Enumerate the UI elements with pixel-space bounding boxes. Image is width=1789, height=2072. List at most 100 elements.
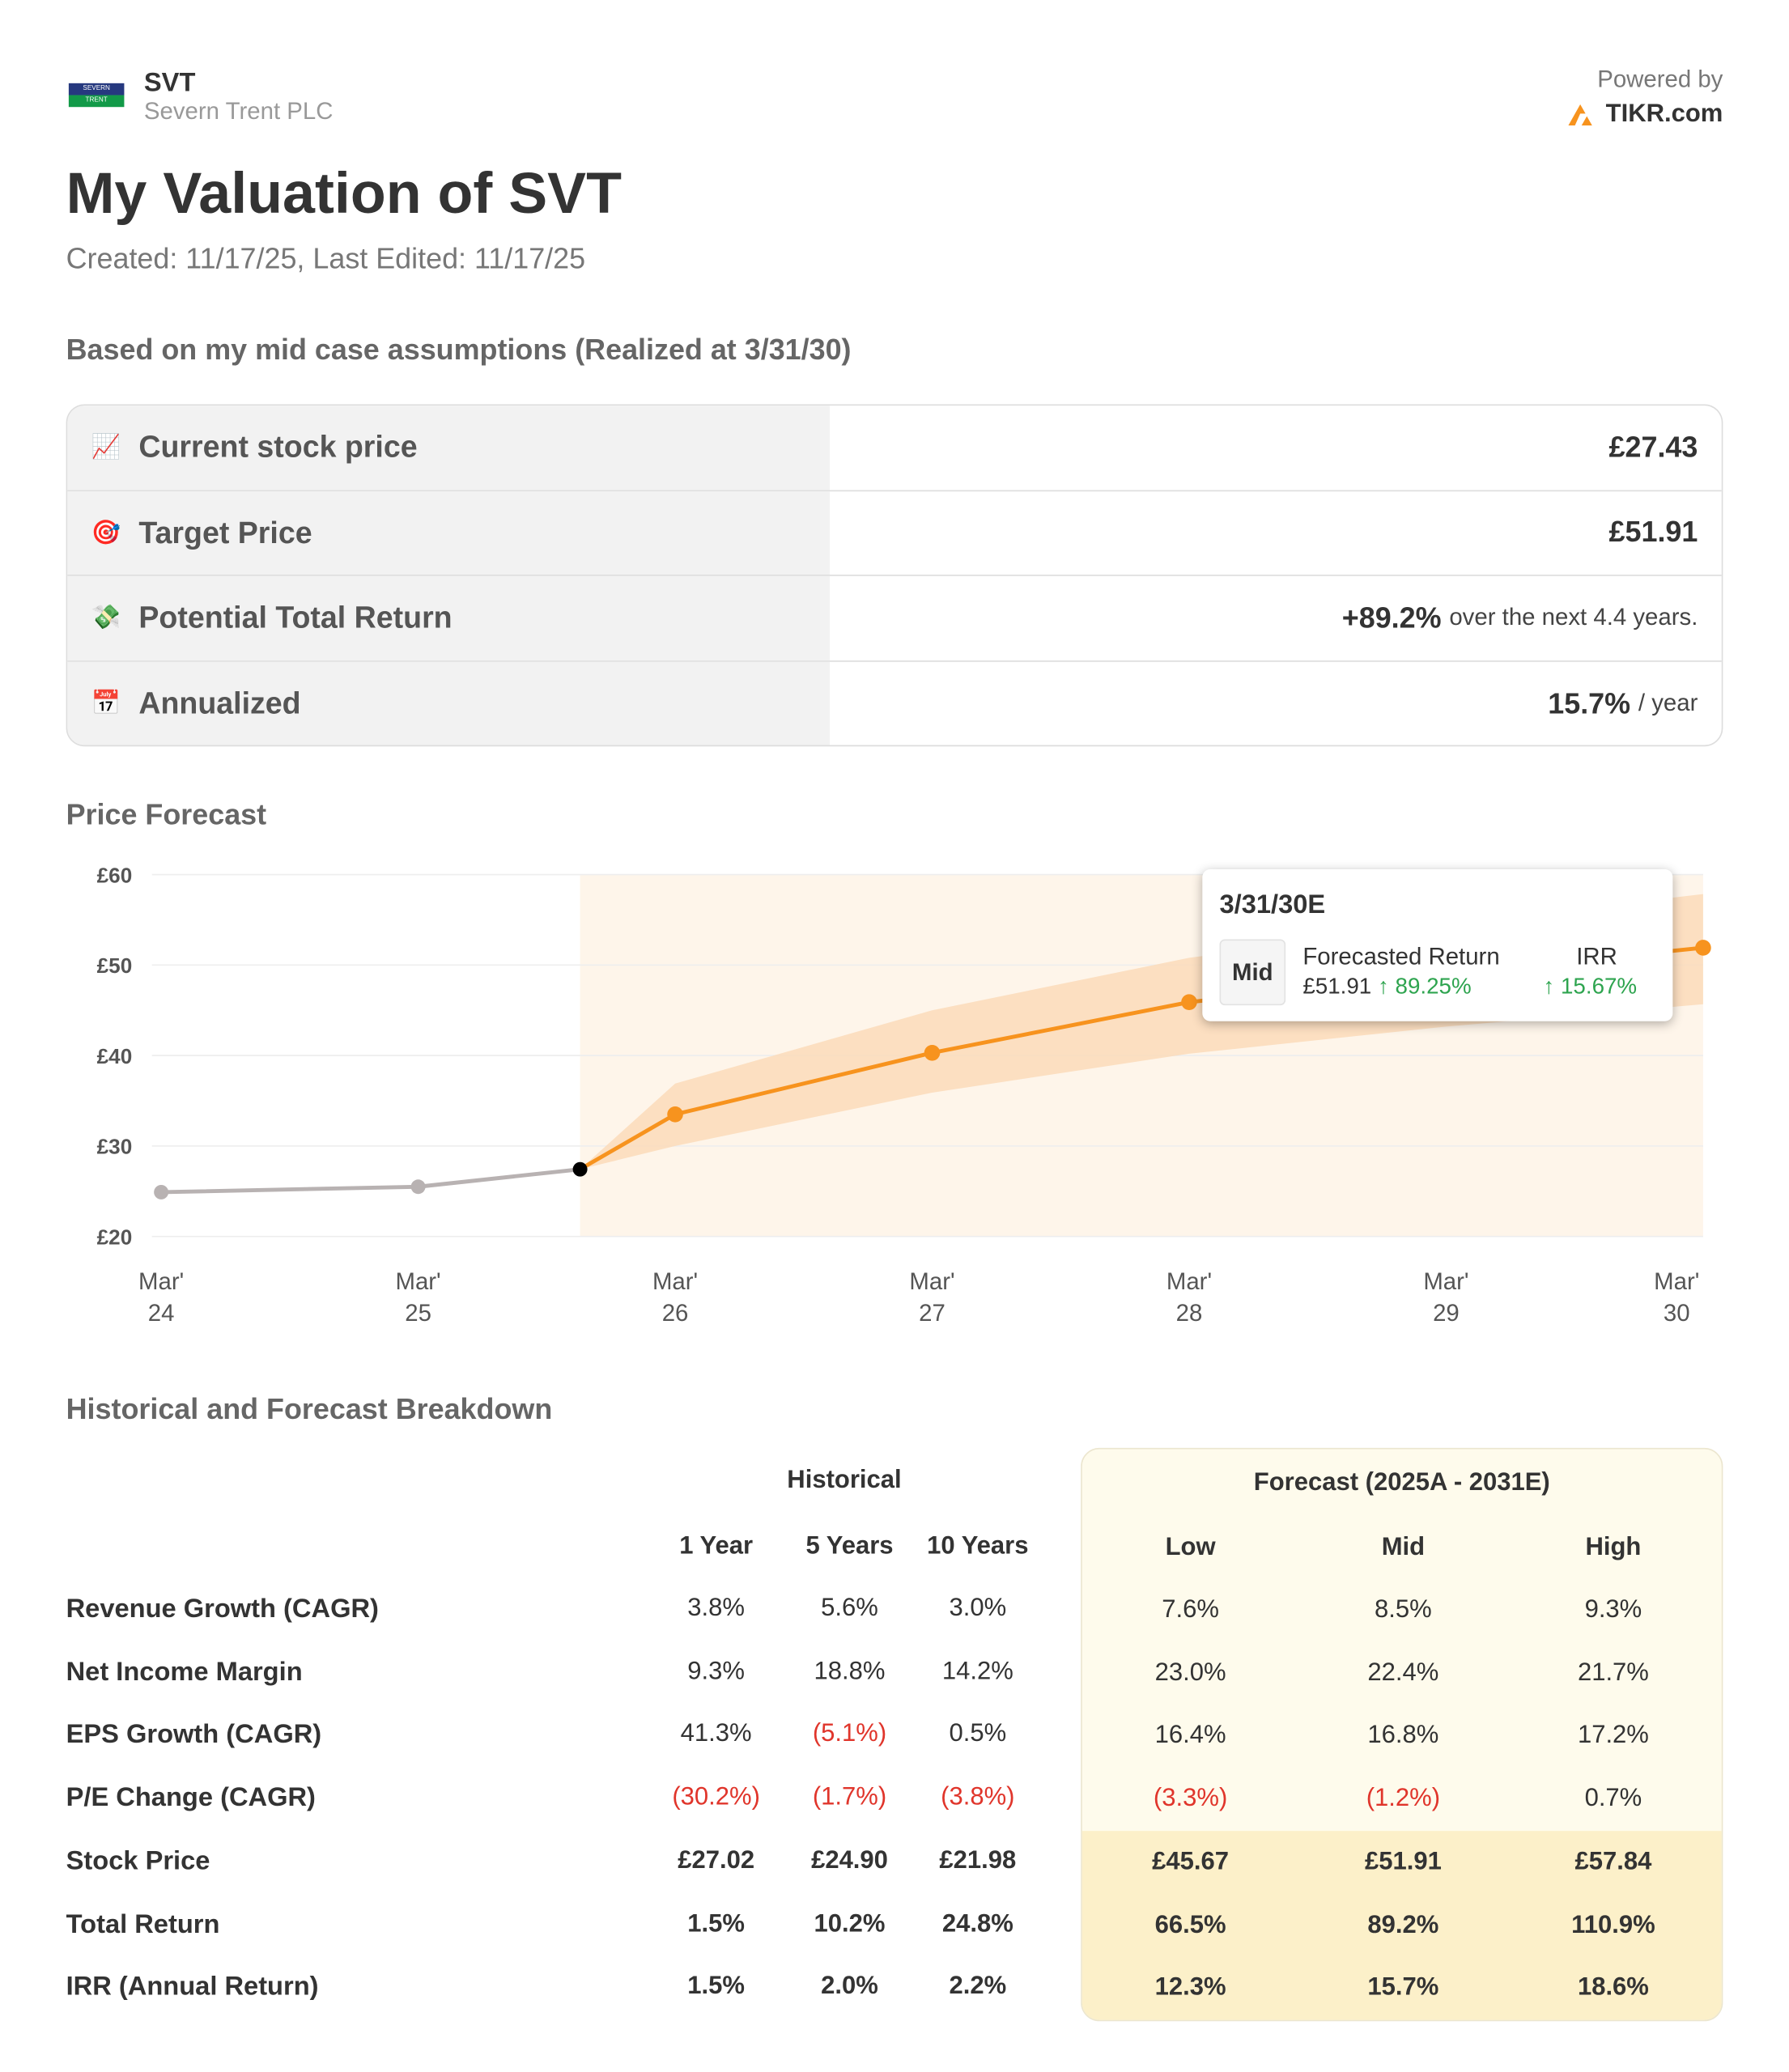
y-tick-label: £30 [97,1135,133,1159]
hist-cell: 3.8% [687,1594,745,1623]
mid-forecast-point [1695,940,1711,956]
summary-value: £27.43 [1608,430,1698,464]
summary-value: +89.2% [1341,601,1442,635]
x-tick-label: Mar' [909,1268,954,1295]
hist-cell: 1.5% [687,1972,745,2001]
hist-cell: £24.90 [811,1846,888,1875]
forecast-title: Forecast (2025A - 2031E) [1253,1469,1550,1497]
forecast-panel [1081,1447,1723,2022]
hist-col-header: 1 Year [679,1532,754,1560]
hist-cell: £27.02 [678,1846,755,1875]
summary-label: Potential Total Return [138,600,453,635]
hist-cell: 2.2% [949,1972,1007,2001]
tooltip-irr: ↑ 15.67% [1543,973,1638,999]
historical-title: Historical [787,1466,902,1495]
x-tick-label: Mar' [396,1268,441,1295]
breakdown-row-label: EPS Growth (CAGR) [66,1720,322,1750]
calendar-icon: 📅 [91,690,121,717]
hist-cell: 0.5% [949,1720,1007,1748]
y-tick-label: £40 [97,1044,133,1068]
x-tick-label: Mar' [1423,1268,1468,1295]
tikr-brand[interactable]: TIKR.com [1568,100,1723,130]
ticker: SVT [143,68,196,98]
summary-row: 📈 Current stock price £27.43 [67,405,1722,491]
fc-cell: 0.7% [1584,1785,1642,1813]
tooltip-date: 3/31/30E [1219,890,1326,920]
brand-name: TIKR.com [1605,100,1723,129]
x-tick-label: 26 [662,1300,689,1327]
x-tick-label: 25 [405,1300,431,1327]
fc-cell: £51.91 [1364,1848,1442,1876]
hist-cell: 41.3% [680,1720,752,1748]
fc-cell: 8.5% [1375,1595,1432,1624]
summary-row: 📅 Annualized 15.7% / year [67,660,1722,745]
mid-forecast-point [1181,994,1197,1010]
tooltip-price: £51.91 [1302,973,1372,999]
summary-suffix: / year [1638,690,1698,717]
breakdown-row-label: Revenue Growth (CAGR) [66,1594,379,1624]
fc-cell: 22.4% [1367,1659,1439,1688]
hist-cell: 5.6% [821,1594,878,1623]
summary-suffix: over the next 4.4 years. [1449,604,1698,631]
chart-icon: 📈 [91,433,121,461]
dates: Created: 11/17/25, Last Edited: 11/17/25 [66,241,586,275]
x-tick-label: 30 [1664,1300,1690,1327]
company-name: Severn Trent PLC [143,97,334,125]
summary-value: £51.91 [1608,515,1698,549]
historical-point [410,1179,426,1195]
hist-cell: 3.0% [949,1594,1007,1623]
logo-top: SEVERN [68,83,125,96]
summary-value: 15.7% [1548,686,1631,720]
summary-label: Current stock price [138,429,418,465]
x-tick-label: Mar' [652,1268,698,1295]
hist-cell: (3.8%) [941,1783,1015,1811]
tooltip-irr-label: IRR [1576,943,1617,970]
money-icon: 💸 [91,604,121,631]
powered-by: Powered by [1597,66,1723,93]
fc-cell: 15.7% [1367,1973,1439,2002]
summary-table: 📈 Current stock price £27.43 🎯 Target Pric… [66,404,1723,747]
historical-point [572,1161,588,1177]
fc-cell: 89.2% [1367,1911,1439,1940]
x-tick-label: 27 [919,1300,945,1327]
forecast-heading: Price Forecast [66,797,267,831]
fc-cell: 23.0% [1154,1659,1226,1688]
hist-cell: 10.2% [814,1910,886,1938]
x-tick-label: 28 [1176,1300,1203,1327]
breakdown-row-label: Net Income Margin [66,1658,303,1688]
hist-col-header: 5 Years [805,1532,894,1560]
fc-col-header: Mid [1381,1533,1426,1562]
tikr-logo-icon [1568,104,1593,126]
fc-cell: £57.84 [1574,1848,1652,1876]
breakdown-row-label: Total Return [66,1910,220,1940]
x-tick-label: 29 [1433,1300,1460,1327]
mid-forecast-point [924,1044,941,1061]
historical-line [161,1167,580,1195]
page-title: My Valuation of SVT [66,161,622,227]
breakdown-row-label: P/E Change (CAGR) [66,1783,316,1813]
hist-col-header: 10 Years [927,1532,1029,1560]
fc-col-header: High [1585,1533,1642,1562]
fc-cell: 17.2% [1577,1721,1649,1750]
fc-col-header: Low [1165,1533,1216,1562]
company-logo: SEVERN TRENT [68,83,125,108]
fc-cell: 66.5% [1154,1911,1226,1940]
tooltip-return-label: Forecasted Return [1302,943,1500,970]
hist-cell: (30.2%) [672,1783,760,1811]
y-tick-label: £50 [97,953,133,978]
x-tick-label: Mar' [1166,1268,1212,1295]
tooltip-case: Mid [1219,939,1286,1006]
logo-bottom: TRENT [68,95,125,108]
fc-cell: (3.3%) [1153,1785,1228,1813]
hist-cell: (1.7%) [812,1783,887,1811]
fc-cell: 9.3% [1584,1595,1642,1624]
fc-cell: 7.6% [1162,1595,1219,1624]
assumption-heading: Based on my mid case assumptions (Realiz… [66,333,852,367]
x-tick-label: 24 [148,1300,175,1327]
fc-cell: 16.4% [1154,1721,1226,1750]
hist-cell: 24.8% [941,1910,1013,1938]
hist-cell: (5.1%) [812,1720,887,1748]
breakdown-row-label: IRR (Annual Return) [66,1972,319,2002]
x-tick-label: Mar' [138,1268,184,1295]
summary-label: Target Price [138,515,312,550]
